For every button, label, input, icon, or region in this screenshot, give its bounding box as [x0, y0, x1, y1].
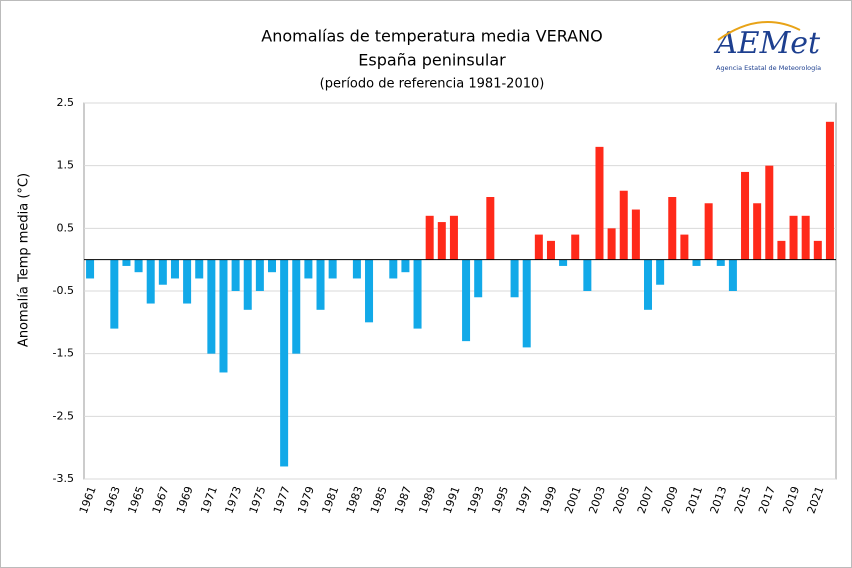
bar — [510, 259, 519, 298]
bar — [741, 171, 750, 260]
bar — [170, 259, 179, 279]
bar — [255, 259, 264, 291]
bar — [680, 234, 689, 260]
bar — [328, 259, 337, 279]
bar — [765, 165, 774, 260]
bar — [789, 215, 798, 260]
bar — [316, 259, 325, 310]
bar — [231, 259, 240, 291]
y-tick-label: 2.5 — [57, 96, 75, 109]
y-tick-label: -2.5 — [53, 409, 74, 422]
bar — [825, 121, 834, 260]
bar — [462, 259, 471, 342]
bar — [280, 259, 289, 467]
y-tick-label: 0.5 — [57, 221, 75, 234]
logo-subtitle: Agencia Estatal de Meteorología — [716, 64, 821, 72]
bar — [437, 222, 446, 260]
bar — [801, 215, 810, 260]
bar — [146, 259, 155, 304]
bar — [267, 259, 277, 273]
bar — [110, 259, 119, 329]
bar — [86, 259, 95, 279]
bar — [559, 259, 568, 266]
bar — [728, 259, 737, 291]
bar — [304, 259, 313, 279]
logo-name: AEMet — [713, 26, 821, 61]
bar — [704, 203, 713, 260]
y-tick-label: 1.5 — [57, 159, 75, 172]
bar — [522, 259, 531, 348]
bar — [534, 234, 543, 260]
bar — [474, 259, 483, 298]
bar — [777, 240, 786, 260]
bar — [158, 259, 167, 285]
bar — [595, 146, 604, 260]
bar — [607, 228, 616, 260]
bar — [813, 240, 822, 260]
bar — [292, 259, 301, 354]
bar — [352, 259, 361, 279]
bar — [656, 259, 665, 285]
bar — [134, 259, 143, 273]
bar — [631, 209, 640, 260]
y-tick-label: -1.5 — [53, 347, 74, 360]
bar — [389, 259, 398, 279]
bar — [753, 203, 762, 260]
bar — [195, 259, 204, 279]
bar — [668, 197, 677, 260]
bar — [413, 259, 422, 329]
chart-subtitle: España peninsular — [358, 51, 506, 70]
y-tick-label: -0.5 — [53, 284, 74, 297]
y-axis-label: Anomalía Temp media (°C) — [17, 173, 32, 347]
bar — [571, 234, 580, 260]
bar — [122, 259, 131, 266]
bar — [619, 190, 628, 260]
bar — [692, 259, 701, 266]
bar — [207, 259, 216, 354]
bar — [716, 259, 725, 266]
bar — [425, 215, 434, 260]
bar — [401, 259, 410, 273]
bar — [449, 215, 458, 260]
bar — [219, 259, 228, 373]
chart-note: (período de referencia 1981-2010) — [320, 77, 545, 92]
bar — [365, 259, 374, 323]
bar — [546, 240, 555, 260]
logo-swoosh — [717, 21, 801, 41]
bar — [643, 259, 653, 310]
bar — [243, 259, 252, 310]
bar — [583, 259, 592, 291]
bar — [486, 197, 495, 260]
bar — [183, 259, 192, 304]
y-tick-label: -3.5 — [53, 472, 74, 485]
chart-title: Anomalías de temperatura media VERANO — [261, 27, 602, 46]
